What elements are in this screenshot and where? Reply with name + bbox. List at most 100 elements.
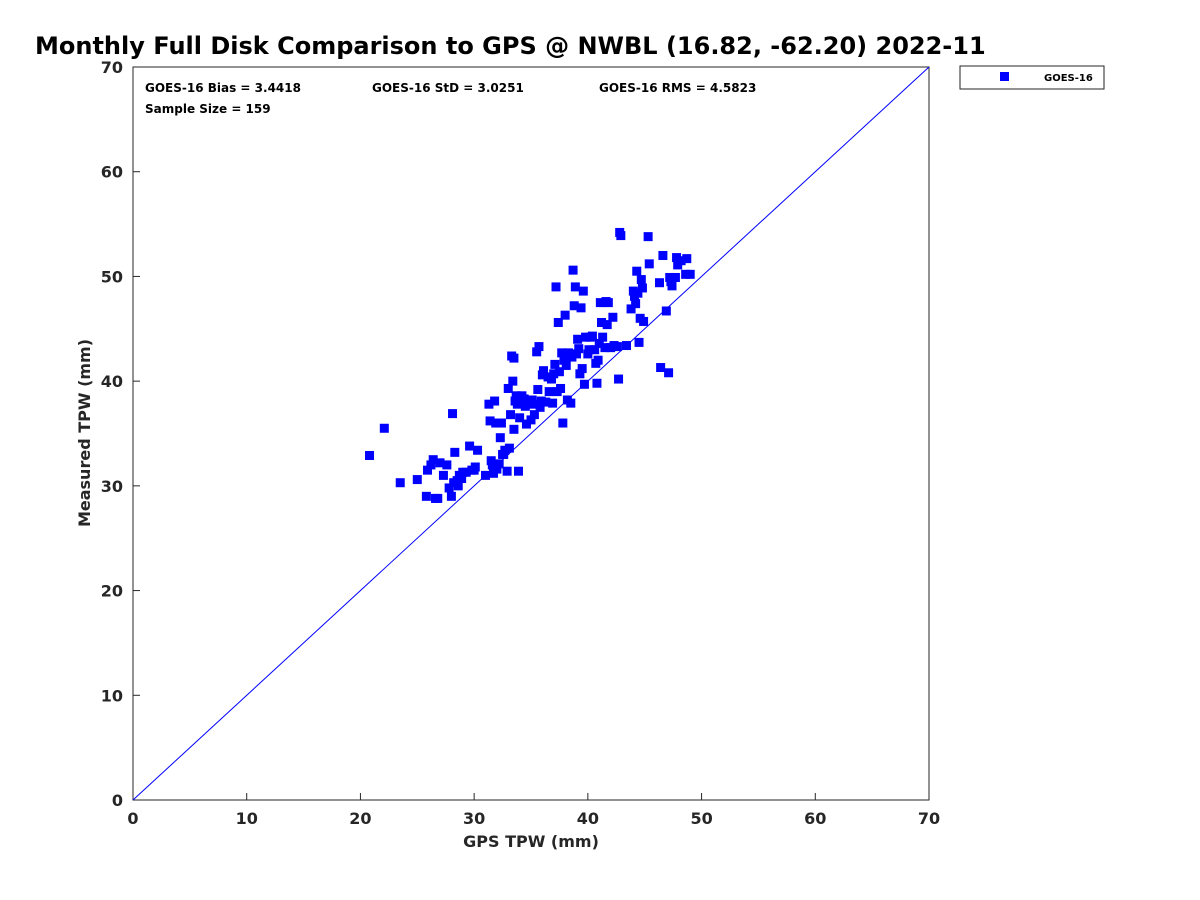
data-point	[574, 344, 584, 354]
data-point	[637, 283, 647, 293]
data-point	[509, 424, 519, 434]
data-point	[539, 366, 549, 376]
data-point	[534, 342, 544, 352]
data-point	[496, 418, 506, 428]
stats-annotations: GOES-16 Bias = 3.4418 GOES-16 StD = 3.02…	[145, 81, 756, 116]
data-point	[423, 465, 433, 475]
sample-size-annotation: Sample Size = 159	[145, 102, 271, 116]
data-point	[633, 288, 643, 298]
data-point	[533, 385, 543, 395]
data-point	[661, 306, 671, 316]
data-point	[526, 415, 536, 425]
data-point	[568, 265, 578, 275]
data-point	[494, 459, 504, 469]
data-point	[644, 259, 654, 269]
data-point	[421, 491, 431, 501]
y-tick-label: 50	[101, 267, 123, 286]
data-point	[612, 342, 622, 352]
data-point	[560, 310, 570, 320]
axis-ticks: 0 10 20 30 40 50 60 70 0 10 20 30 40 50 60 70	[101, 58, 940, 828]
data-point	[664, 368, 674, 378]
data-point	[521, 419, 531, 429]
data-point	[465, 441, 475, 451]
data-point	[587, 331, 597, 341]
data-point	[579, 379, 589, 389]
data-point	[412, 475, 422, 485]
data-point	[632, 266, 642, 276]
data-point	[516, 394, 526, 404]
data-point	[453, 481, 463, 491]
data-point	[634, 337, 644, 347]
data-point	[444, 483, 454, 493]
y-tick-label: 40	[101, 372, 123, 391]
data-point	[578, 286, 588, 296]
data-point	[446, 491, 456, 501]
data-point	[509, 353, 519, 363]
data-point	[608, 312, 618, 322]
data-point	[556, 383, 566, 393]
data-point	[681, 269, 691, 279]
y-tick-label: 60	[101, 163, 123, 182]
data-point	[492, 464, 502, 474]
legend: GOES-16	[959, 65, 1105, 90]
data-point	[561, 360, 571, 370]
data-point	[543, 372, 553, 382]
data-point	[639, 316, 649, 326]
data-point	[442, 460, 452, 470]
data-point	[506, 410, 516, 420]
data-point	[590, 345, 600, 355]
data-point	[616, 231, 626, 241]
data-point	[569, 301, 579, 311]
x-tick-label: 0	[127, 809, 138, 828]
data-point	[481, 470, 491, 480]
y-tick-label: 0	[112, 791, 123, 810]
data-point	[614, 374, 624, 384]
x-tick-label: 10	[236, 809, 258, 828]
data-point	[515, 413, 525, 423]
legend-box	[959, 65, 1105, 90]
data-point	[557, 348, 567, 358]
data-point	[535, 402, 545, 412]
data-point	[600, 343, 610, 353]
data-point	[670, 272, 680, 282]
data-point	[593, 355, 603, 365]
data-point	[548, 398, 558, 408]
data-point	[682, 254, 692, 264]
std-annotation: GOES-16 StD = 3.0251	[372, 81, 524, 95]
x-axis-label: GPS TPW (mm)	[463, 832, 599, 851]
x-tick-label: 70	[918, 809, 940, 828]
data-point	[571, 349, 581, 359]
data-point	[567, 352, 577, 362]
y-tick-label: 20	[101, 582, 123, 601]
data-point	[631, 299, 641, 309]
data-point	[428, 455, 438, 465]
data-point	[672, 253, 682, 263]
reference-line-group	[132, 66, 930, 801]
data-point	[495, 433, 505, 443]
chart-title: Monthly Full Disk Comparison to GPS @ NW…	[35, 32, 986, 60]
x-tick-label: 60	[804, 809, 826, 828]
rms-annotation: GOES-16 RMS = 4.5823	[599, 81, 756, 95]
data-point	[570, 282, 580, 292]
data-point	[554, 367, 564, 377]
data-point	[511, 391, 521, 401]
data-point	[626, 304, 636, 314]
data-point	[654, 278, 664, 288]
data-point	[551, 282, 561, 292]
data-point	[457, 474, 467, 484]
data-point	[550, 359, 560, 369]
data-point	[499, 449, 509, 459]
data-point	[636, 275, 646, 285]
x-tick-label: 30	[463, 809, 485, 828]
data-point	[576, 303, 586, 313]
data-point	[395, 478, 405, 488]
data-point	[566, 398, 576, 408]
y-tick-label: 10	[101, 686, 123, 705]
data-point	[426, 460, 436, 470]
legend-marker	[1000, 72, 1009, 81]
y-axis-label: Measured TPW (mm)	[75, 339, 94, 527]
data-point	[541, 397, 551, 407]
data-point	[365, 450, 375, 460]
data-point	[529, 410, 539, 420]
